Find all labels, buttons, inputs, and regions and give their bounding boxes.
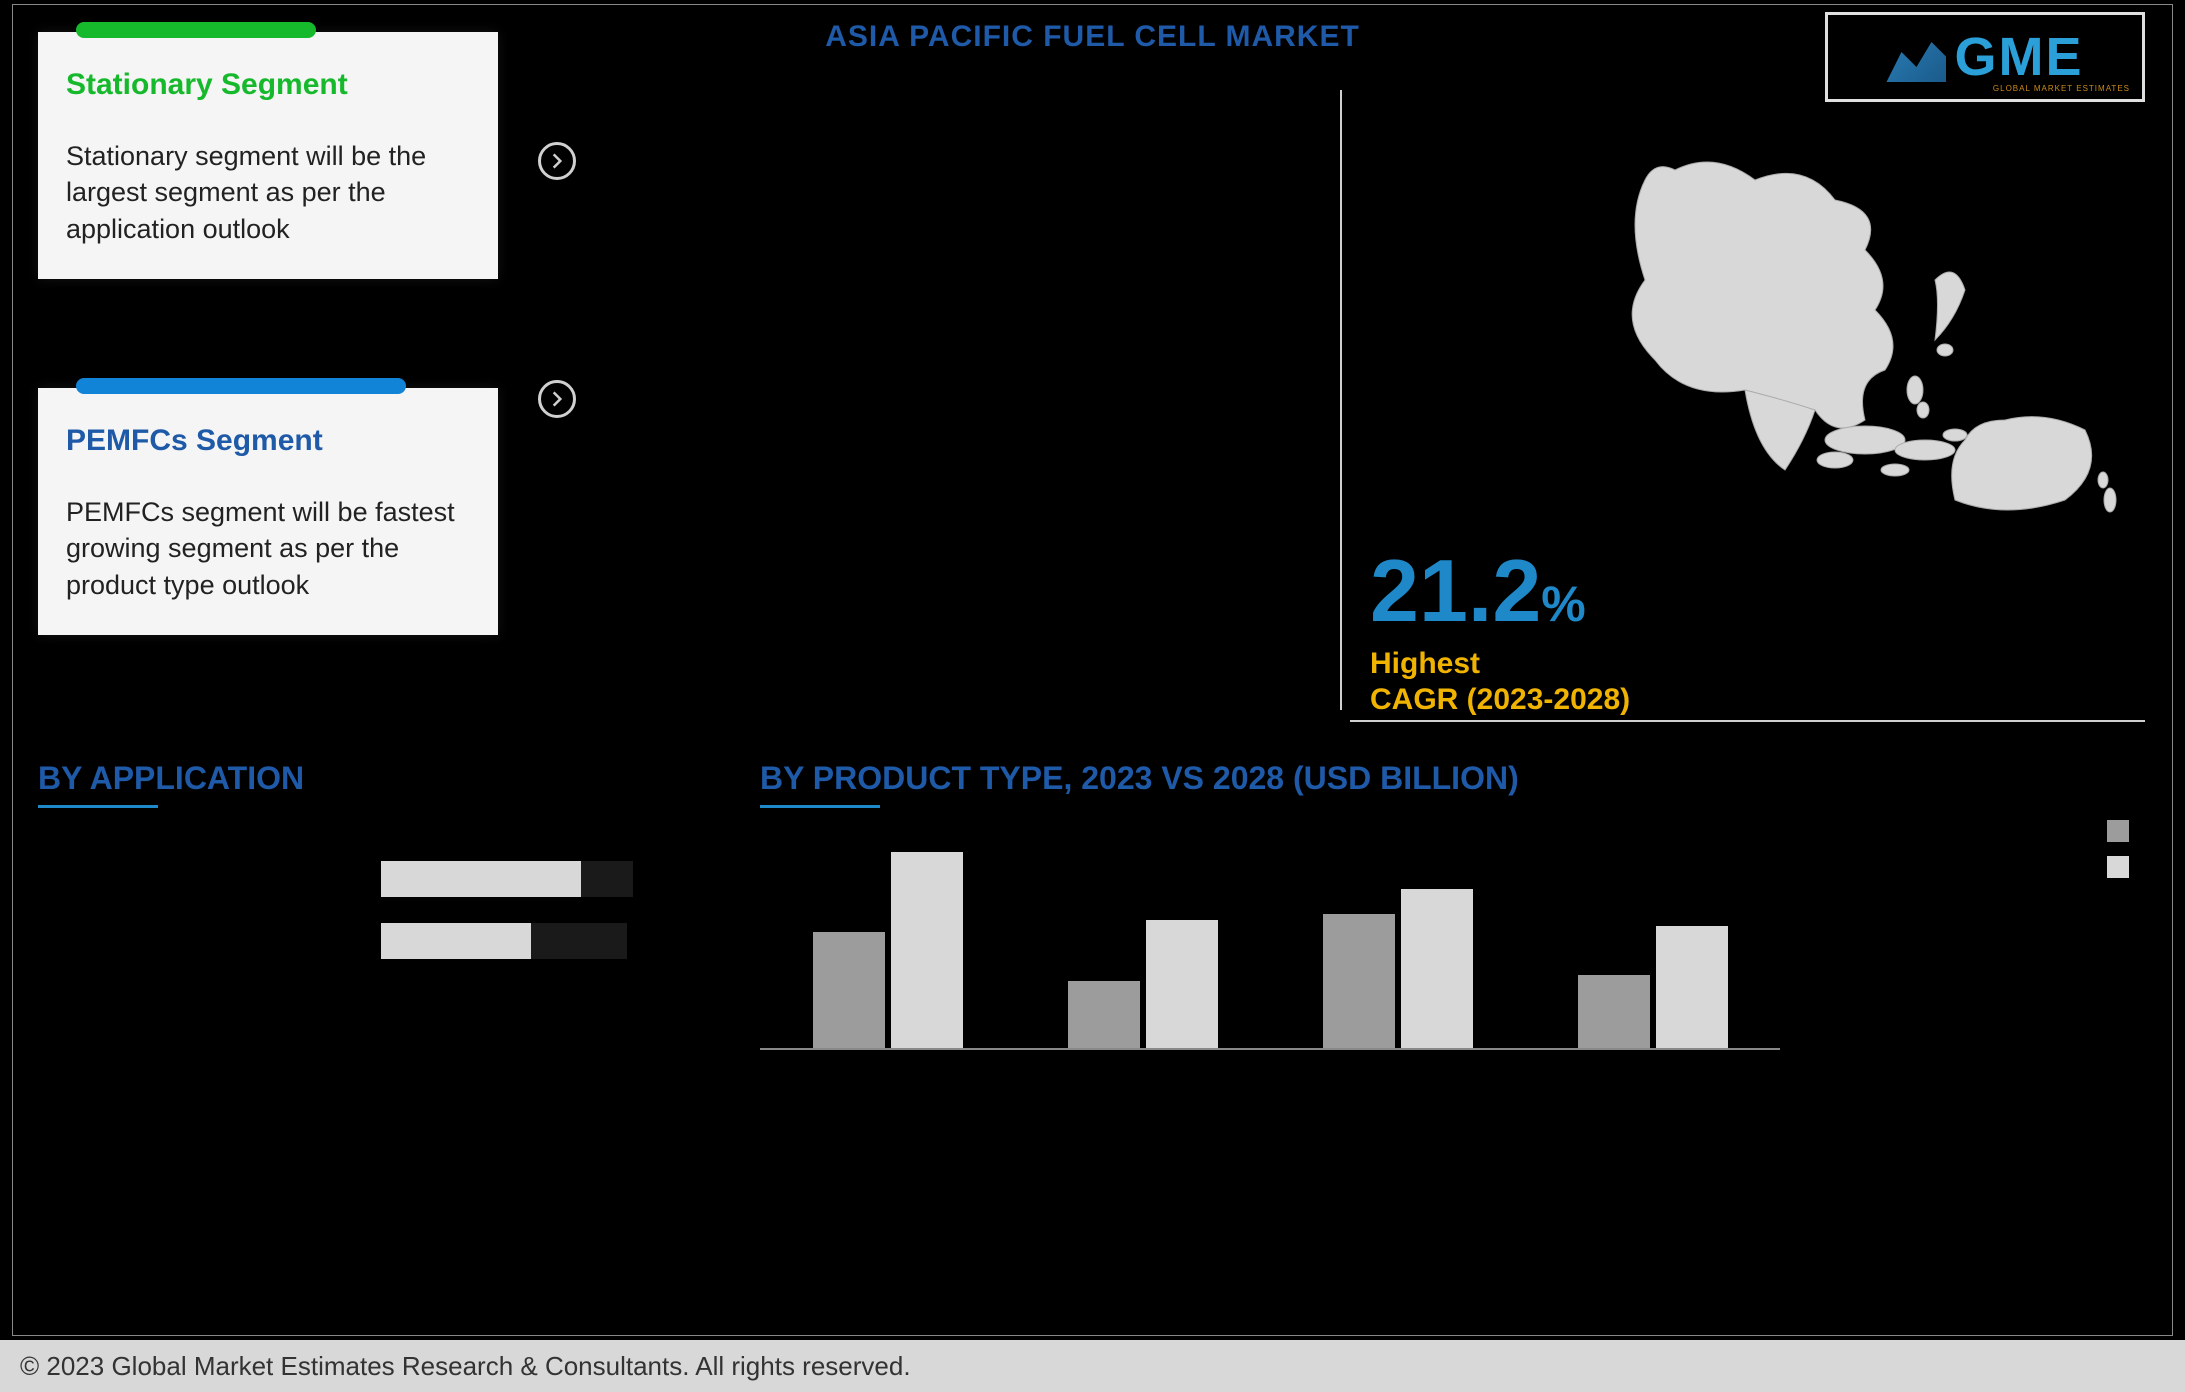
section-title-text: BY APPLICATION xyxy=(38,760,304,796)
page-title: ASIA PACIFIC FUEL CELL MARKET xyxy=(825,20,1360,54)
chart-legend xyxy=(2107,820,2139,878)
title-underline xyxy=(38,805,158,808)
vbar xyxy=(1578,975,1650,1048)
hbar-track xyxy=(380,860,634,898)
card-body: Stationary segment will be the largest s… xyxy=(66,138,470,247)
legend-item xyxy=(2107,856,2139,878)
logo-chart-icon xyxy=(1886,32,1946,82)
vertical-divider xyxy=(1340,90,1342,710)
cagr-label: Highest CAGR (2023-2028) xyxy=(1370,646,1630,718)
copyright-bar: © 2023 Global Market Estimates Research … xyxy=(0,1340,2185,1392)
hbar-row xyxy=(380,922,680,960)
vbar xyxy=(891,852,963,1048)
cagr-label-line1: Highest xyxy=(1370,647,1480,680)
logo-subtext: GLOBAL MARKET ESTIMATES xyxy=(1993,84,2130,93)
product-type-chart xyxy=(760,830,1780,1050)
hbar-segment xyxy=(581,861,633,897)
asia-pacific-map xyxy=(1605,140,2125,520)
cagr-label-line2: CAGR (2023-2028) xyxy=(1370,683,1630,716)
card-title: Stationary Segment xyxy=(66,68,470,102)
bar-group xyxy=(1068,920,1218,1048)
card-accent-bar xyxy=(76,378,406,394)
bar-group xyxy=(813,852,963,1048)
vbar xyxy=(1401,889,1473,1048)
vbar xyxy=(1068,981,1140,1048)
card-title: PEMFCs Segment xyxy=(66,424,470,458)
hbar-row xyxy=(380,860,680,898)
by-application-title: BY APPLICATION xyxy=(38,760,304,808)
copyright-text: © 2023 Global Market Estimates Research … xyxy=(20,1351,911,1382)
cagr-value-row: 21.2% xyxy=(1370,540,1630,642)
bar-group xyxy=(1578,926,1728,1048)
cagr-value: 21.2 xyxy=(1370,541,1541,640)
hbar-track xyxy=(380,922,628,960)
hbar-segment xyxy=(531,923,627,959)
legend-item xyxy=(2107,820,2139,842)
title-underline xyxy=(760,805,880,808)
stationary-segment-card: Stationary Segment Stationary segment wi… xyxy=(38,32,498,279)
hbar-segment xyxy=(381,861,581,897)
legend-swatch xyxy=(2107,820,2129,842)
bar-group xyxy=(1323,889,1473,1048)
arrow-right-icon xyxy=(538,380,576,418)
section-title-text: BY PRODUCT TYPE, 2023 VS 2028 (USD BILLI… xyxy=(760,760,1519,796)
legend-swatch xyxy=(2107,856,2129,878)
vbar xyxy=(1656,926,1728,1048)
arrow-right-icon xyxy=(538,142,576,180)
gme-logo: GME GLOBAL MARKET ESTIMATES xyxy=(1825,12,2145,102)
vbar xyxy=(1146,920,1218,1048)
vbar xyxy=(813,932,885,1048)
pemfcs-segment-card: PEMFCs Segment PEMFCs segment will be fa… xyxy=(38,388,498,635)
hbar-segment xyxy=(381,923,531,959)
horizontal-divider xyxy=(1350,720,2145,722)
by-product-type-title: BY PRODUCT TYPE, 2023 VS 2028 (USD BILLI… xyxy=(760,760,1519,808)
cagr-block: 21.2% Highest CAGR (2023-2028) xyxy=(1370,540,1630,718)
card-accent-bar xyxy=(76,22,316,38)
vbar xyxy=(1323,914,1395,1048)
logo-text: GME xyxy=(1954,26,2083,88)
application-chart xyxy=(380,860,680,984)
card-body: PEMFCs segment will be fastest growing s… xyxy=(66,494,470,603)
cagr-unit: % xyxy=(1541,576,1585,632)
